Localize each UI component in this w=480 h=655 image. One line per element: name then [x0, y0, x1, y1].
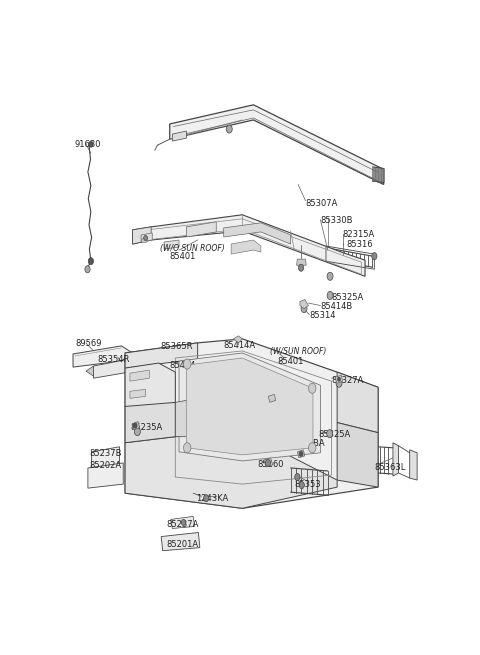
Polygon shape	[164, 240, 179, 249]
Circle shape	[89, 141, 93, 147]
Polygon shape	[337, 372, 378, 433]
Polygon shape	[268, 394, 276, 402]
Polygon shape	[130, 370, 149, 381]
Circle shape	[144, 235, 147, 240]
Text: 85237B: 85237B	[90, 449, 122, 458]
Text: 85202A: 85202A	[90, 461, 122, 470]
Polygon shape	[86, 366, 94, 376]
Circle shape	[226, 125, 232, 133]
Polygon shape	[73, 346, 132, 367]
Circle shape	[327, 291, 333, 299]
Circle shape	[299, 451, 303, 457]
Circle shape	[301, 305, 307, 312]
Polygon shape	[172, 131, 186, 141]
Polygon shape	[337, 422, 378, 487]
Polygon shape	[125, 339, 378, 508]
Polygon shape	[393, 443, 398, 476]
Circle shape	[295, 474, 300, 481]
Text: 85237A: 85237A	[166, 520, 198, 529]
Text: 85235A: 85235A	[131, 423, 163, 432]
Text: 85363L: 85363L	[374, 464, 406, 472]
Polygon shape	[132, 422, 140, 430]
Text: 85414: 85414	[170, 360, 196, 369]
Polygon shape	[141, 233, 152, 242]
Text: 85201A: 85201A	[166, 540, 198, 549]
Polygon shape	[297, 259, 306, 265]
Polygon shape	[125, 343, 198, 368]
Polygon shape	[132, 227, 151, 244]
Text: 91630: 91630	[75, 140, 101, 149]
Polygon shape	[198, 432, 242, 449]
Text: 85401: 85401	[170, 252, 196, 261]
Polygon shape	[186, 358, 313, 455]
Circle shape	[88, 257, 94, 265]
Polygon shape	[297, 450, 305, 458]
Text: 85325A: 85325A	[332, 293, 364, 302]
Text: 85325A: 85325A	[319, 430, 351, 439]
Circle shape	[372, 253, 377, 259]
Circle shape	[183, 443, 191, 453]
Polygon shape	[125, 402, 175, 443]
Polygon shape	[175, 398, 198, 437]
Polygon shape	[130, 389, 145, 398]
Text: 85353: 85353	[294, 479, 321, 489]
Text: 85316: 85316	[347, 240, 373, 248]
Circle shape	[183, 359, 191, 369]
Polygon shape	[132, 215, 365, 276]
Text: 85414: 85414	[266, 396, 293, 405]
Text: 85260: 85260	[257, 460, 284, 470]
Polygon shape	[179, 353, 321, 461]
Polygon shape	[335, 375, 343, 383]
Circle shape	[299, 264, 304, 271]
Circle shape	[327, 272, 333, 280]
Circle shape	[337, 377, 340, 381]
Polygon shape	[170, 105, 384, 185]
Text: 85330B: 85330B	[321, 216, 353, 225]
Text: 85354R: 85354R	[97, 354, 130, 364]
Polygon shape	[92, 447, 120, 469]
Text: (W/O SUN ROOF): (W/O SUN ROOF)	[160, 244, 225, 253]
Polygon shape	[186, 222, 216, 237]
Text: 85327A: 85327A	[332, 376, 364, 384]
Text: 1243KA: 1243KA	[196, 494, 228, 503]
Circle shape	[265, 459, 271, 466]
Text: 85414B: 85414B	[321, 302, 353, 311]
Polygon shape	[410, 450, 417, 480]
Text: 85401: 85401	[277, 356, 304, 365]
Text: 85314: 85314	[309, 311, 336, 320]
Circle shape	[85, 266, 90, 272]
Circle shape	[133, 423, 137, 428]
Polygon shape	[125, 432, 337, 508]
Text: 85245: 85245	[216, 403, 242, 412]
Text: 85414A: 85414A	[224, 341, 256, 350]
Circle shape	[204, 495, 209, 502]
Circle shape	[336, 379, 342, 387]
Polygon shape	[231, 240, 261, 254]
Circle shape	[309, 383, 316, 393]
Polygon shape	[224, 223, 290, 244]
Text: 1244BA: 1244BA	[292, 440, 325, 448]
Text: 82315A: 82315A	[343, 231, 375, 240]
Polygon shape	[264, 458, 273, 467]
Polygon shape	[161, 533, 200, 551]
Circle shape	[134, 428, 140, 436]
Polygon shape	[142, 238, 147, 243]
Text: 89569: 89569	[75, 339, 101, 348]
Text: 85365R: 85365R	[160, 343, 193, 352]
Polygon shape	[300, 299, 309, 309]
Circle shape	[309, 443, 316, 453]
Circle shape	[181, 519, 186, 525]
Circle shape	[327, 430, 333, 438]
Text: 85307A: 85307A	[305, 199, 338, 208]
Polygon shape	[94, 359, 136, 378]
Polygon shape	[125, 363, 175, 413]
Polygon shape	[233, 336, 242, 343]
Polygon shape	[88, 463, 123, 488]
Text: (W/SUN ROOF): (W/SUN ROOF)	[270, 347, 326, 356]
Circle shape	[299, 481, 304, 489]
Polygon shape	[171, 516, 195, 529]
